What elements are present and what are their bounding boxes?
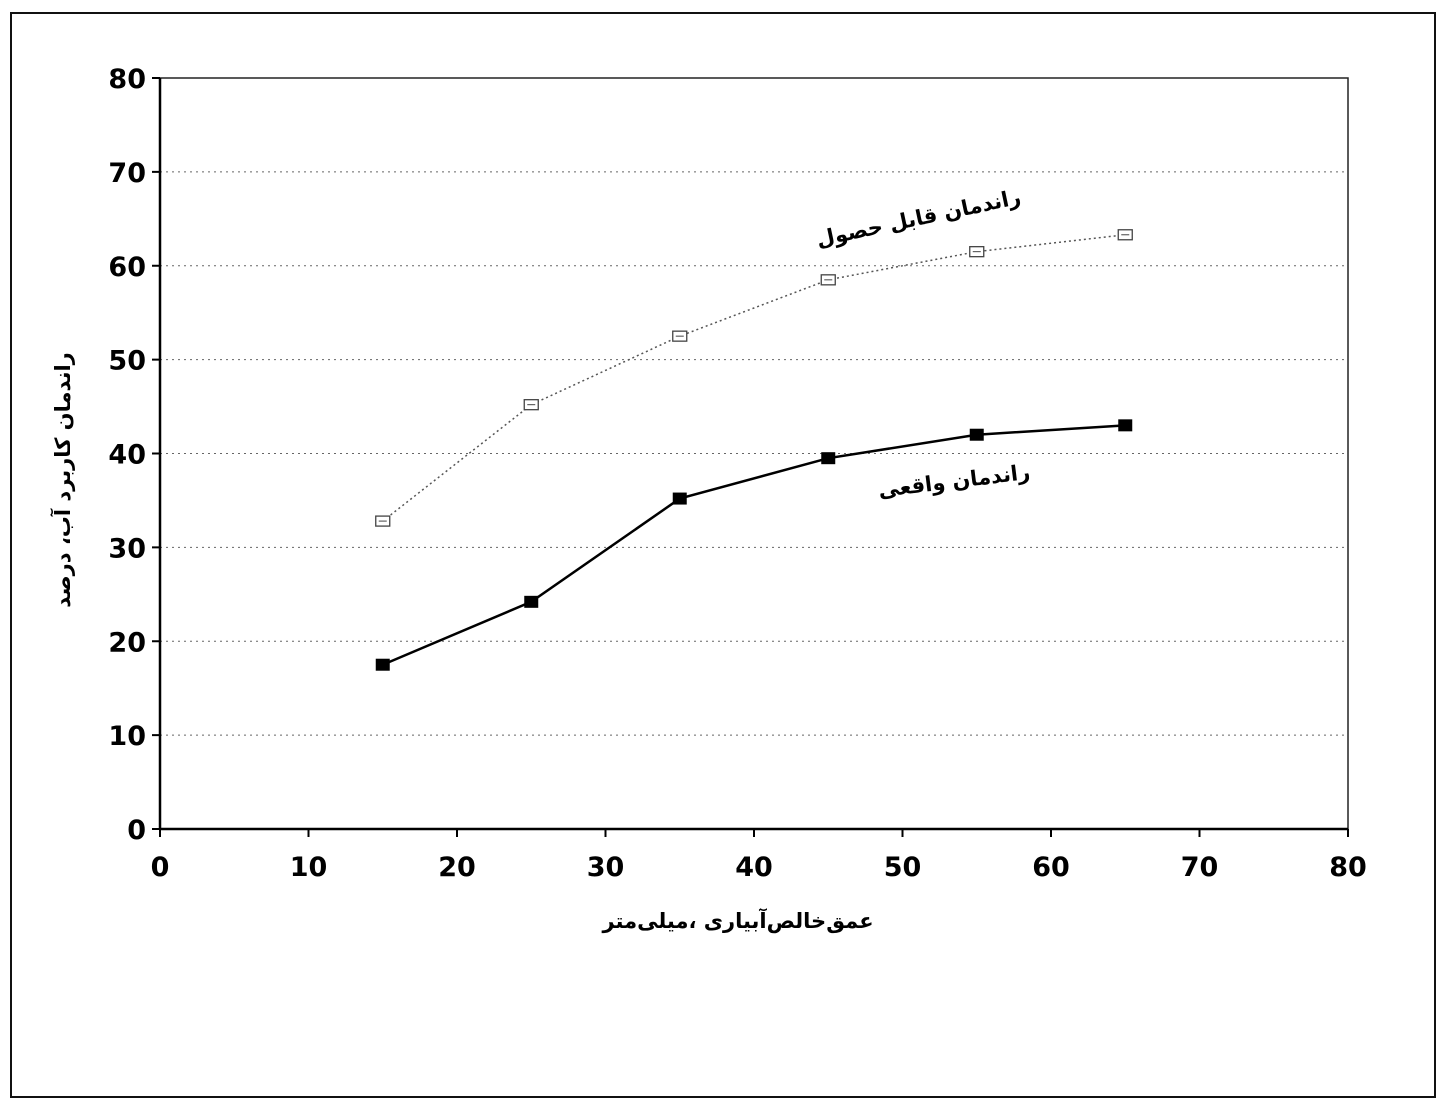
series-label-actual: راندمان واقعی bbox=[877, 460, 1031, 502]
x-tick-label: 30 bbox=[587, 852, 625, 883]
y-tick-label: 50 bbox=[108, 346, 146, 377]
x-tick-label: 60 bbox=[1032, 852, 1070, 883]
y-tick-label: 70 bbox=[108, 158, 146, 189]
data-point bbox=[672, 492, 687, 505]
y-tick-label: 80 bbox=[108, 64, 146, 95]
y-tick-label: 0 bbox=[127, 815, 146, 846]
series-label-attainable: راندمان قابل حصول bbox=[814, 185, 1023, 252]
data-point bbox=[375, 658, 390, 671]
y-tick-label: 40 bbox=[108, 440, 146, 471]
y-axis: 0 10 20 30 40 50 60 70 80 bbox=[108, 64, 162, 846]
x-tick-label: 80 bbox=[1329, 852, 1367, 883]
y-tick-label: 10 bbox=[108, 721, 146, 752]
data-point bbox=[1118, 419, 1133, 432]
y-tick-label: 60 bbox=[108, 252, 146, 283]
x-tick-label: 50 bbox=[884, 852, 922, 883]
data-point bbox=[821, 452, 836, 465]
series-line-0 bbox=[382, 234, 1126, 522]
data-point bbox=[969, 428, 984, 441]
series-0 bbox=[375, 229, 1133, 527]
x-axis-title: عمق‌خالص‌آبیاری ،میلی‌متر bbox=[601, 908, 873, 933]
y-tick-label: 20 bbox=[108, 627, 146, 658]
x-tick-label: 10 bbox=[290, 852, 328, 883]
x-tick-label: 0 bbox=[151, 852, 170, 883]
x-tick-label: 20 bbox=[438, 852, 476, 883]
x-tick-label: 70 bbox=[1181, 852, 1219, 883]
gridlines bbox=[160, 171, 1348, 736]
chart-frame bbox=[10, 12, 1436, 1098]
x-axis: 0 10 20 30 40 50 60 70 80 bbox=[151, 827, 1367, 883]
y-tick-label: 30 bbox=[108, 533, 146, 564]
series-1 bbox=[375, 419, 1133, 671]
series-line-1 bbox=[382, 424, 1126, 666]
x-tick-label: 40 bbox=[735, 852, 773, 883]
data-point bbox=[524, 595, 539, 608]
series-layer bbox=[375, 229, 1133, 671]
y-axis-title: راندمان کاربرد آب، درصد bbox=[50, 352, 75, 608]
